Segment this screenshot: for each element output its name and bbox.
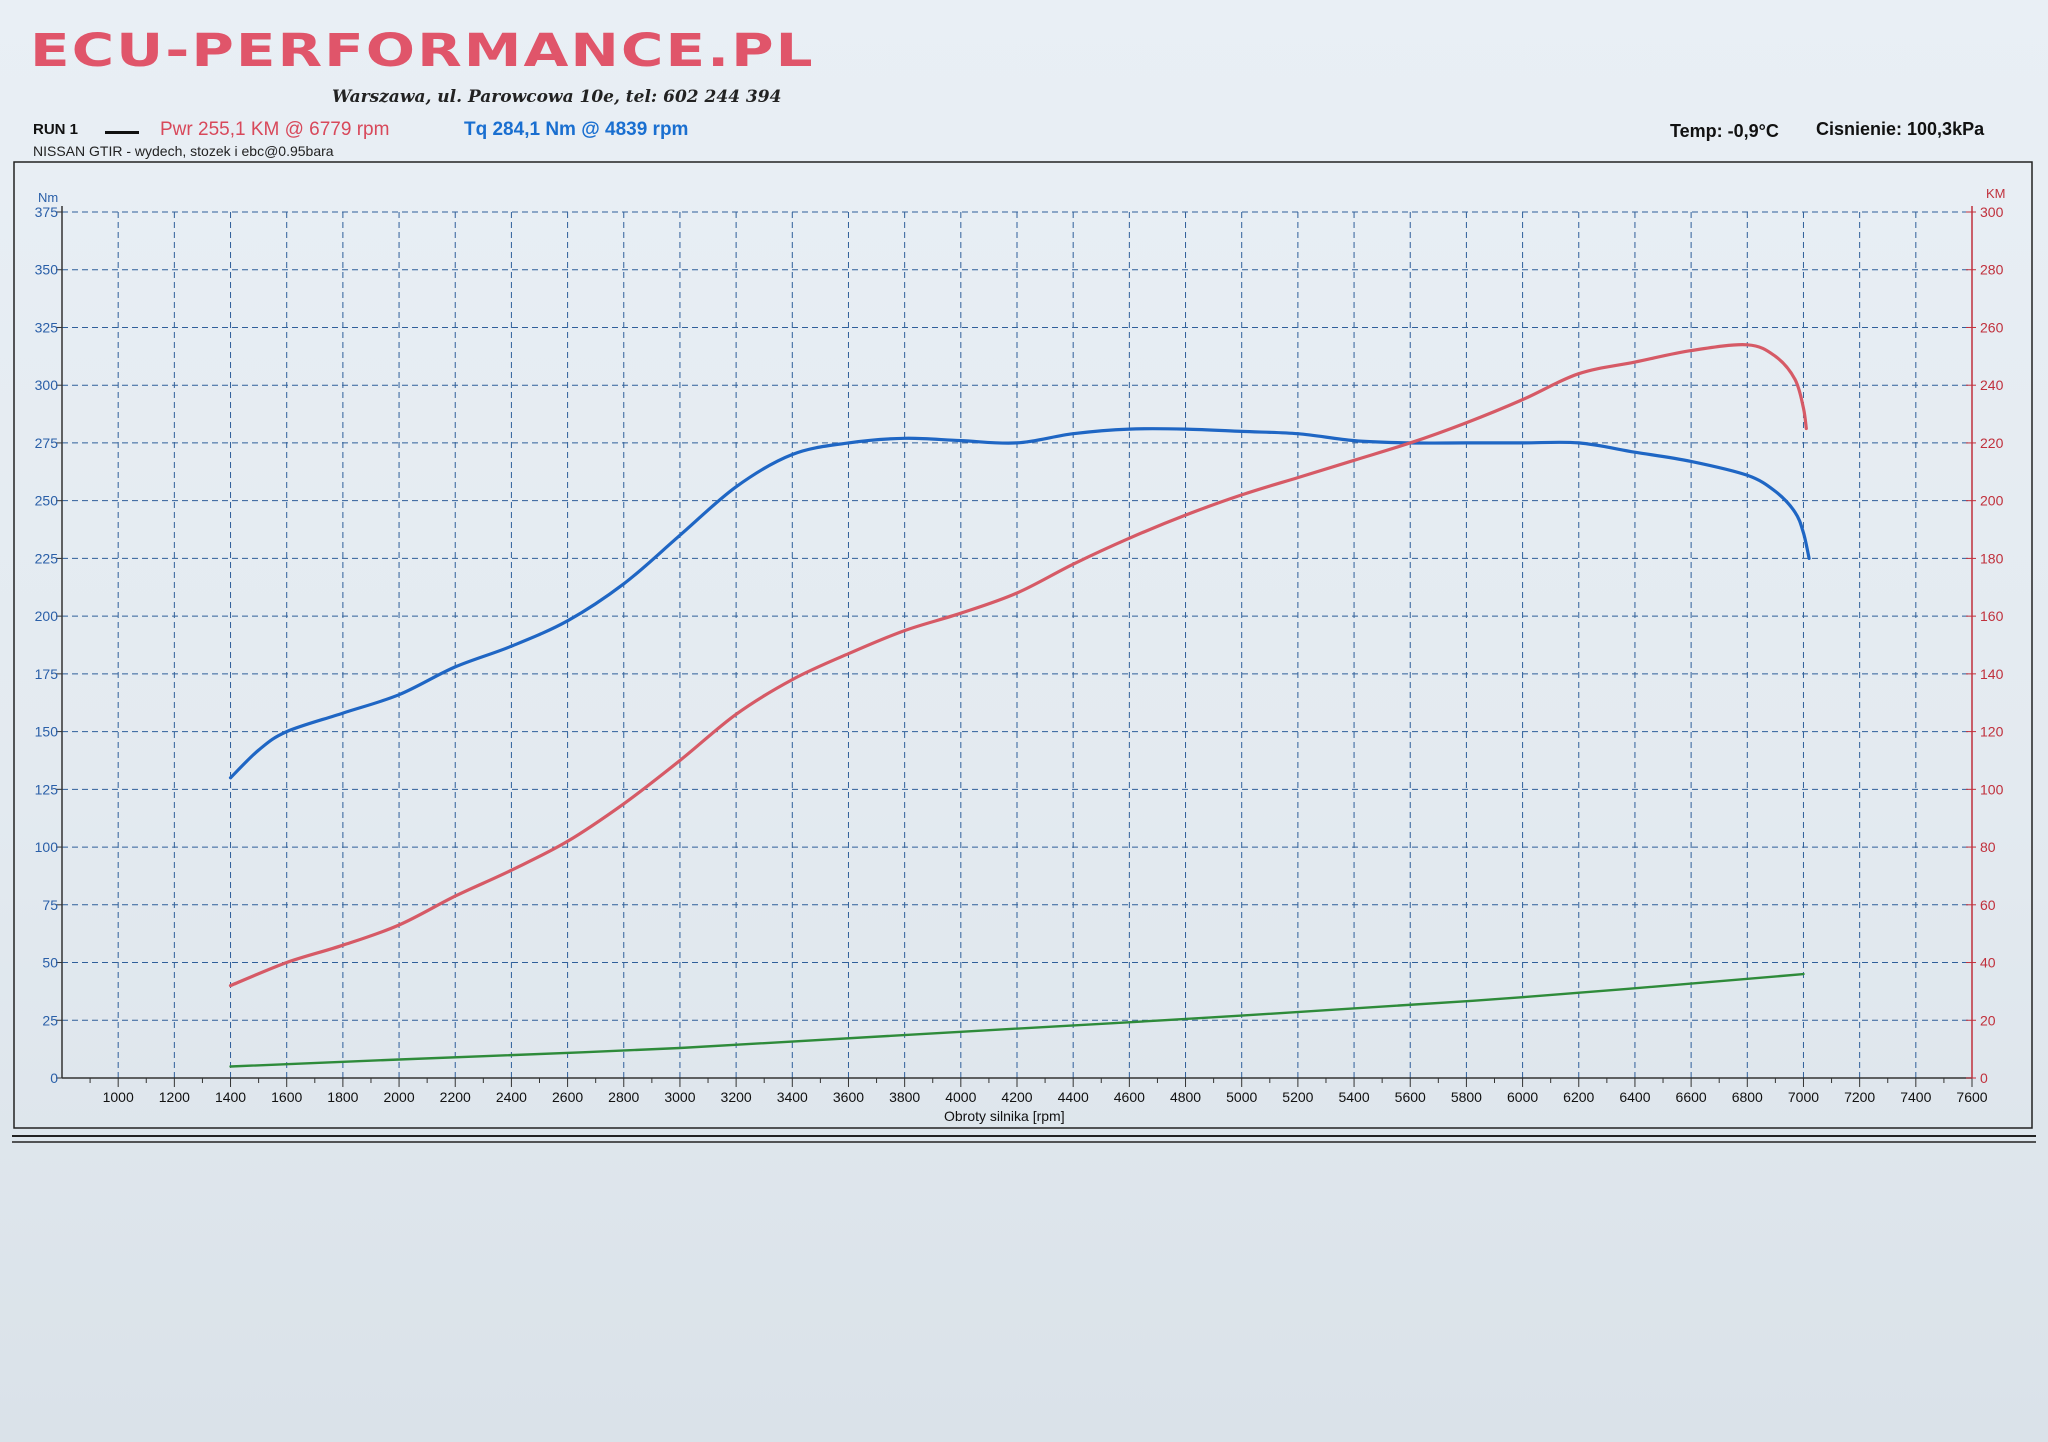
y-left-tick-label: 225: [35, 550, 59, 566]
temperature-readout: Temp: -0,9°C: [1670, 121, 1779, 141]
x-tick-label: 3800: [889, 1089, 920, 1105]
power-summary: Pwr 255,1 KM @ 6779 rpm: [160, 119, 390, 140]
y-right-tick-label: 80: [1980, 839, 1996, 855]
x-tick-label: 2400: [496, 1089, 527, 1105]
x-tick-label: 1200: [159, 1089, 190, 1105]
x-tick-label: 4000: [945, 1089, 976, 1105]
y-left-tick-label: 350: [35, 262, 59, 278]
x-tick-label: 1400: [215, 1089, 246, 1105]
x-tick-label: 6800: [1732, 1089, 1763, 1105]
y-right-tick-label: 20: [1980, 1012, 1996, 1028]
y-right-tick-label: 180: [1980, 550, 2004, 566]
x-tick-label: 2000: [383, 1089, 414, 1105]
y-right-tick-label: 100: [1980, 781, 2004, 797]
x-tick-label: 5200: [1282, 1089, 1313, 1105]
y-left-tick-label: 300: [35, 377, 59, 393]
power-curve: [228, 343, 1808, 988]
y-left-unit-label: Nm: [38, 190, 58, 205]
y-right-tick-label: 300: [1980, 204, 2004, 220]
x-tick-label: 6400: [1619, 1089, 1650, 1105]
x-tick-label: 5400: [1338, 1089, 1369, 1105]
y-left-tick-label: 325: [35, 319, 59, 335]
y-right-tick-label: 120: [1980, 724, 2004, 740]
y-left-tick-label: 125: [35, 781, 59, 797]
y-left-tick-label: 75: [42, 897, 58, 913]
y-left-tick-label: 50: [42, 955, 58, 971]
x-tick-label: 3600: [833, 1089, 864, 1105]
x-tick-label: 3000: [664, 1089, 695, 1105]
company-address: Warszawa, ul. Parowcowa 10e, tel: 602 24…: [332, 87, 782, 107]
x-axis-title: Obroty silnika [rpm]: [944, 1108, 1065, 1124]
torque-curve: [228, 427, 1811, 780]
x-tick-label: 5000: [1226, 1089, 1257, 1105]
x-tick-label: 4600: [1114, 1089, 1145, 1105]
vehicle-description: NISSAN GTIR - wydech, stozek i ebc@0.95b…: [33, 143, 334, 159]
x-tick-label: 6600: [1676, 1089, 1707, 1105]
y-left-tick-label: 25: [42, 1012, 58, 1028]
y-right-tick-label: 240: [1980, 377, 2004, 393]
x-tick-label: 4400: [1058, 1089, 1089, 1105]
x-tick-label: 4200: [1001, 1089, 1032, 1105]
y-left-tick-label: 175: [35, 666, 59, 682]
y-right-unit-label: KM: [1986, 186, 2006, 201]
x-tick-label: 5800: [1451, 1089, 1482, 1105]
y-left-tick-label: 200: [35, 608, 59, 624]
x-tick-label: 1600: [271, 1089, 302, 1105]
y-right-tick-label: 40: [1980, 955, 1996, 971]
y-right-tick-label: 220: [1980, 435, 2004, 451]
y-right-tick-label: 260: [1980, 319, 2004, 335]
x-tick-label: 7000: [1788, 1089, 1819, 1105]
y-right-tick-label: 0: [1980, 1070, 1988, 1086]
pressure-readout: Cisnienie: 100,3kPa: [1816, 119, 1985, 139]
x-tick-label: 7200: [1844, 1089, 1875, 1105]
y-left-tick-label: 100: [35, 839, 59, 855]
x-tick-label: 2600: [552, 1089, 583, 1105]
y-right-tick-label: 160: [1980, 608, 2004, 624]
chart-frame: [13, 161, 2033, 1129]
y-right-tick-label: 60: [1980, 897, 1996, 913]
torque-summary: Tq 284,1 Nm @ 4839 rpm: [464, 119, 689, 140]
x-tick-label: 1800: [327, 1089, 358, 1105]
third-curve: [229, 972, 1805, 1068]
x-tick-label: 7600: [1956, 1089, 1987, 1105]
y-left-tick-label: 150: [35, 724, 59, 740]
x-tick-label: 5600: [1395, 1089, 1426, 1105]
company-logo: ECU-PERFORMANCE.PL: [30, 24, 815, 78]
x-tick-label: 6000: [1507, 1089, 1538, 1105]
y-right-tick-label: 200: [1980, 493, 2004, 509]
x-tick-label: 2200: [440, 1089, 471, 1105]
y-left-tick-label: 250: [35, 493, 59, 509]
x-tick-label: 3200: [721, 1089, 752, 1105]
run-label: RUN 1: [33, 121, 79, 138]
x-tick-label: 4800: [1170, 1089, 1201, 1105]
y-left-tick-label: 375: [35, 204, 59, 220]
x-tick-label: 1000: [103, 1089, 134, 1105]
y-left-tick-label: 0: [50, 1070, 58, 1086]
y-right-tick-label: 280: [1980, 262, 2004, 278]
y-left-tick-label: 275: [35, 435, 59, 451]
x-tick-label: 6200: [1563, 1089, 1594, 1105]
x-tick-label: 2800: [608, 1089, 639, 1105]
y-right-tick-label: 140: [1980, 666, 2004, 682]
x-tick-label: 3400: [777, 1089, 808, 1105]
x-tick-label: 7400: [1900, 1089, 1931, 1105]
run-line-swatch: [105, 131, 139, 134]
